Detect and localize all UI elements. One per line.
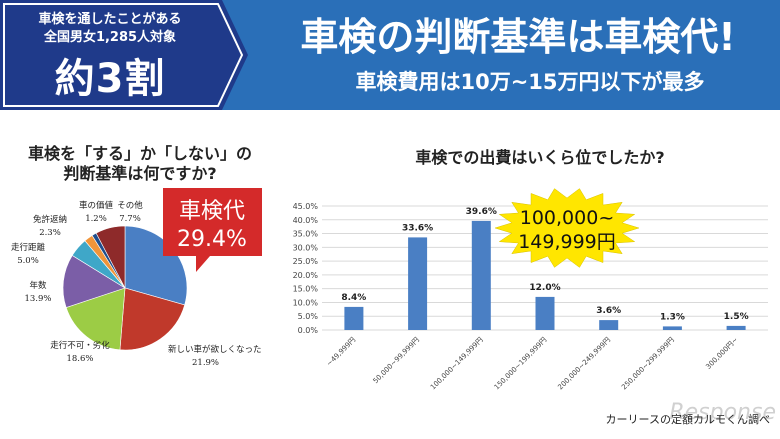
pie-slice [65, 287, 126, 351]
pie-slice [119, 287, 186, 351]
pie-slice-value: 1.2% [85, 214, 107, 224]
x-tick-label: ~49,999円 [325, 336, 357, 368]
pie-slice-label: 走行距離 [11, 242, 46, 253]
pie-slice-label: 車の価値 [79, 200, 114, 211]
page-title: 車検の判断基準は車検代! [300, 15, 736, 59]
callout-line: 149,999円 [518, 231, 616, 253]
bar [726, 325, 746, 330]
x-tick-label: 100,000~149,999円 [429, 336, 485, 392]
pie-slice-label: 新しい車が欲しくなった [168, 344, 262, 355]
watermark-logo: Response [669, 400, 776, 425]
x-tick-label: 150,000~199,999円 [493, 336, 549, 392]
y-tick-label: 40.0% [293, 216, 319, 225]
bar-value-label: 12.0% [529, 283, 560, 293]
survey-badge: 車検を通したことがある 全国男女1,285人対象 約3割 [0, 0, 248, 110]
callout-starburst [494, 188, 640, 268]
header-banner: 車検を通したことがある 全国男女1,285人対象 約3割 車検の判断基準は車検代… [0, 0, 780, 110]
bar [535, 296, 555, 330]
x-tick-label: 200,000~249,999円 [556, 336, 612, 392]
bar-value-label: 8.4% [341, 293, 366, 303]
y-tick-label: 15.0% [293, 285, 319, 294]
pie-slice-value: 18.6% [66, 354, 93, 364]
bar [344, 306, 364, 330]
badge-line-1: 車検を通したことがある [38, 12, 182, 27]
y-tick-label: 10.0% [293, 298, 319, 307]
callout-value: 29.4% [177, 227, 247, 252]
bar-value-label: 3.6% [596, 306, 621, 316]
bar [408, 237, 428, 330]
badge-headline: 約3割 [54, 56, 166, 102]
pie-slice-value: 2.3% [39, 228, 61, 238]
y-tick-label: 25.0% [293, 257, 319, 266]
x-tick-label: 250,000~299,999円 [620, 336, 676, 392]
bar-value-label: 39.6% [466, 207, 497, 217]
page-subtitle: 車検費用は10万~15万円以下が最多 [355, 70, 705, 94]
pie-slice [62, 255, 126, 308]
callout-box-red [163, 188, 262, 272]
badge-line-2: 全国男女1,285人対象 [43, 30, 177, 45]
bar-value-label: 1.3% [660, 312, 685, 322]
bar [471, 220, 491, 330]
x-tick-label: 50,000~99,999円 [372, 336, 421, 385]
bar [599, 320, 619, 330]
bar-value-label: 33.6% [402, 223, 433, 233]
pie-slice-label: 年数 [29, 280, 47, 291]
pie-slice-value: 13.9% [24, 294, 51, 304]
bar [662, 326, 682, 330]
pie-slice-label: 走行不可・劣化 [50, 340, 110, 351]
bar-value-label: 1.5% [724, 312, 749, 322]
pie-slice [95, 225, 126, 289]
pie-chart-title: 車検を「する」か「しない」の 判断基準は何ですか? [27, 144, 252, 183]
x-tick-label: 300,000円~ [704, 336, 739, 371]
y-tick-label: 20.0% [293, 271, 319, 280]
badge-shape [0, 0, 248, 110]
callout-line: 100,000~ [520, 207, 615, 229]
pie-slice-value: 7.7% [119, 214, 141, 224]
pie-slice-value: 21.9% [192, 358, 219, 368]
y-tick-label: 35.0% [293, 230, 319, 239]
bar-chart-title: 車検での出費はいくら位でしたか? [415, 148, 665, 167]
pie-slice-label: 免許返納 [33, 214, 67, 225]
pie-slice-value: 5.0% [17, 256, 39, 266]
y-tick-label: 45.0% [293, 202, 319, 211]
pie-slice-label: その他 [117, 200, 143, 211]
y-tick-label: 0.0% [298, 326, 319, 335]
y-tick-label: 5.0% [298, 312, 319, 321]
callout-label: 車検代 [179, 199, 245, 224]
y-tick-label: 30.0% [293, 243, 319, 252]
source-credit: カーリースの定額カルモくん調べ [605, 413, 770, 426]
